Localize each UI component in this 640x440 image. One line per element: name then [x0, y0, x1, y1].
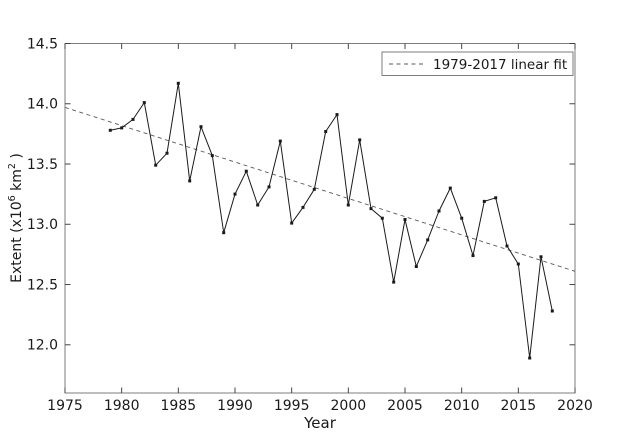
data-point	[199, 125, 203, 129]
data-point	[426, 238, 430, 242]
data-point	[165, 151, 169, 155]
data-point	[369, 207, 373, 211]
y-tick-label: 12.5	[27, 277, 58, 293]
data-point	[403, 218, 407, 221]
data-point	[290, 221, 294, 225]
data-point	[131, 117, 135, 121]
data-point	[380, 216, 384, 220]
x-tick-label: 2005	[387, 398, 423, 414]
x-tick-label: 2015	[501, 398, 537, 414]
data-point	[437, 209, 441, 213]
data-point	[335, 113, 339, 117]
legend	[381, 51, 574, 76]
data-point	[324, 130, 328, 133]
x-tick-label: 2000	[331, 398, 367, 414]
y-tick-label: 14.0	[27, 97, 58, 113]
data-point	[188, 179, 192, 183]
data-point	[346, 203, 350, 207]
data-point	[460, 216, 464, 220]
data-point	[244, 169, 248, 173]
y-axis: 12.0 12.5 13.0 13.5 14.0 14.5	[27, 36, 575, 354]
data-point	[482, 199, 486, 203]
data-point	[256, 203, 260, 207]
y-tick-label: 12.0	[27, 338, 58, 354]
data-point	[278, 139, 282, 143]
data-point	[154, 163, 158, 167]
x-axis: 1975 1980 1985 1990 1995 2000 2005 2010 2015 2020	[47, 43, 593, 414]
data-point	[471, 254, 475, 258]
data-markers	[108, 81, 554, 360]
data-point	[528, 356, 532, 360]
data-point	[516, 262, 520, 266]
data-point	[176, 81, 180, 85]
y-axis-title: Extent (x106 km2 )	[7, 153, 25, 283]
data-point	[312, 187, 316, 191]
x-axis-title: Year	[303, 414, 337, 432]
data-point	[358, 138, 362, 142]
data-point	[210, 154, 214, 158]
data-point	[142, 101, 146, 105]
legend-label: 1979-2017 linear fit	[433, 57, 567, 73]
plot-border	[64, 43, 576, 394]
data-point	[539, 255, 543, 259]
y-tick-label: 14.5	[27, 36, 58, 52]
chart-generated: 1975 1980 1985 1990 1995 2000 2005 2010 2015 2020…	[7, 36, 593, 414]
data-point	[108, 128, 112, 132]
x-tick-label: 1975	[47, 398, 83, 414]
data-point	[414, 265, 418, 268]
x-tick-label: 2010	[444, 398, 480, 414]
data-point	[448, 186, 452, 190]
x-tick-label: 1995	[274, 398, 310, 414]
data-line	[110, 82, 553, 359]
x-tick-label: 1990	[217, 398, 253, 414]
data-point	[550, 309, 554, 313]
data-point	[494, 196, 498, 200]
x-tick-label: 2020	[557, 398, 593, 414]
data-point	[392, 280, 396, 284]
y-tick-label: 13.0	[27, 217, 58, 233]
x-tick-label: 1980	[104, 398, 140, 414]
legend-box	[381, 51, 574, 76]
data-point	[505, 244, 509, 248]
data-point	[233, 192, 237, 196]
data-point	[120, 126, 124, 130]
trend-line	[64, 106, 576, 272]
y-tick-label: 13.5	[27, 157, 58, 173]
data-point	[301, 205, 305, 209]
data-point	[267, 185, 271, 189]
data-point	[222, 231, 226, 235]
x-tick-label: 1985	[161, 398, 197, 414]
